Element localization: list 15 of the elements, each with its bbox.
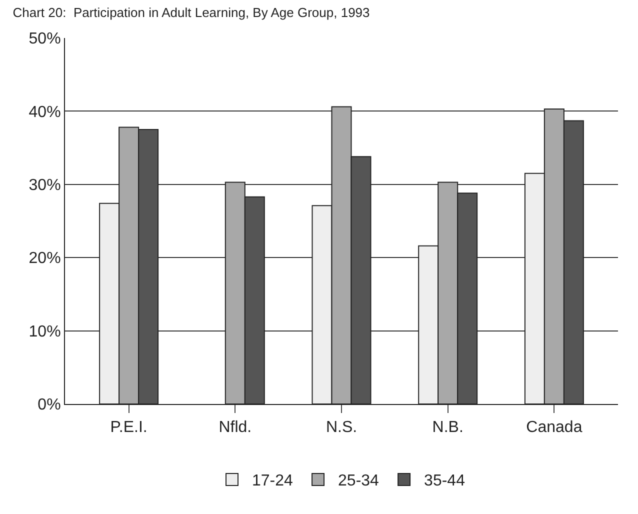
x-tick-label: P.E.I.: [110, 419, 148, 436]
y-tick-label: 10%: [28, 323, 61, 340]
y-tick-label: 40%: [28, 104, 61, 121]
y-tick-label: 30%: [28, 177, 61, 194]
x-tick-label: Canada: [526, 419, 582, 436]
x-tick-label: Nfld.: [218, 419, 252, 436]
legend-label: 35-44: [424, 472, 466, 490]
legend-label: 25-34: [338, 472, 380, 490]
y-tick-label: 20%: [28, 250, 61, 268]
x-tick-label: N.B.: [432, 419, 464, 436]
x-tick-label: N.S.: [326, 419, 358, 436]
y-tick-label: 0%: [38, 396, 61, 414]
legend-label: 17-24: [252, 472, 294, 490]
chart-title: Chart 20: Participation in Adult Learning, By Age Group, 1993: [12, 4, 370, 20]
y-tick-label: 50%: [28, 30, 61, 48]
